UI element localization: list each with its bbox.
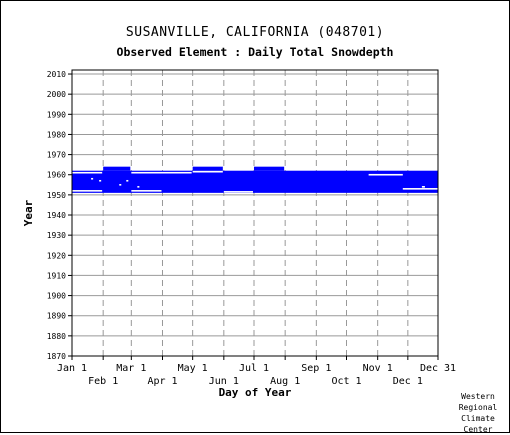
credit-line: Climate	[461, 414, 495, 423]
x-tick-label: Sep 1	[301, 363, 331, 374]
y-tick-label: 1990	[47, 110, 66, 119]
y-tick-label: 1970	[47, 151, 66, 160]
x-tick-label: Jan 1	[57, 363, 87, 374]
credit-line: Center	[463, 425, 493, 434]
x-tick-label: Apr 1	[147, 376, 177, 387]
x-tick-label: Nov 1	[363, 363, 393, 374]
wrcc-credit: Western Regional Climate Center	[453, 391, 503, 435]
missing-gap	[368, 173, 403, 176]
credit-line: Western	[461, 392, 495, 401]
y-tick-label: 1900	[47, 292, 66, 301]
missing-gap	[99, 179, 102, 182]
x-tick-label: Dec 31	[420, 363, 456, 374]
chart-title: SUSANVILLE, CALIFORNIA (048701)	[125, 25, 385, 40]
y-tick-label: 1930	[47, 231, 66, 240]
x-tick-label: Dec 1	[393, 376, 423, 387]
x-tick-label: Feb 1	[88, 376, 118, 387]
data-period-bar	[72, 170, 438, 193]
missing-gap	[119, 184, 122, 186]
y-tick-label: 1960	[47, 171, 66, 180]
missing-gap	[131, 190, 162, 192]
y-tick-label: 1920	[47, 251, 66, 260]
y-tick-label: 1890	[47, 312, 66, 321]
x-tick-label: Mar 1	[116, 363, 146, 374]
missing-gap	[402, 188, 438, 190]
y-tick-label: 1910	[47, 271, 66, 280]
y-axis-title: Year	[22, 199, 35, 226]
x-tick-label: Oct 1	[331, 376, 361, 387]
plot-area	[72, 70, 438, 356]
x-tick-label: Aug 1	[270, 376, 300, 387]
missing-gap	[137, 186, 140, 188]
x-tick-label: Jun 1	[209, 376, 239, 387]
credit-line: Regional	[458, 403, 498, 412]
y-tick-label: 2000	[47, 90, 66, 99]
y-tick-label: 2010	[47, 70, 66, 79]
missing-gap	[126, 179, 129, 182]
data-period-bar	[253, 166, 285, 171]
y-tick-label: 1880	[47, 332, 66, 341]
y-tick-label: 1950	[47, 191, 66, 200]
x-tick-label: Jul 1	[239, 363, 269, 374]
data-period-bar	[192, 166, 223, 171]
missing-gap	[72, 190, 103, 192]
missing-gap	[421, 186, 425, 188]
y-tick-label: 1940	[47, 211, 66, 220]
x-tick-label: May 1	[178, 363, 208, 374]
missing-gap	[91, 177, 94, 180]
y-tick-label: 1980	[47, 130, 66, 139]
plot-border	[71, 69, 439, 357]
missing-gap	[72, 171, 103, 174]
y-tick-label: 1870	[47, 352, 66, 361]
x-axis-title: Day of Year	[219, 386, 292, 399]
missing-gap	[223, 191, 253, 193]
missing-gap	[192, 170, 223, 173]
chart-subtitle: Observed Element : Daily Total Snowdepth	[116, 45, 394, 59]
data-period-bar	[103, 166, 131, 171]
missing-gap	[131, 171, 192, 174]
